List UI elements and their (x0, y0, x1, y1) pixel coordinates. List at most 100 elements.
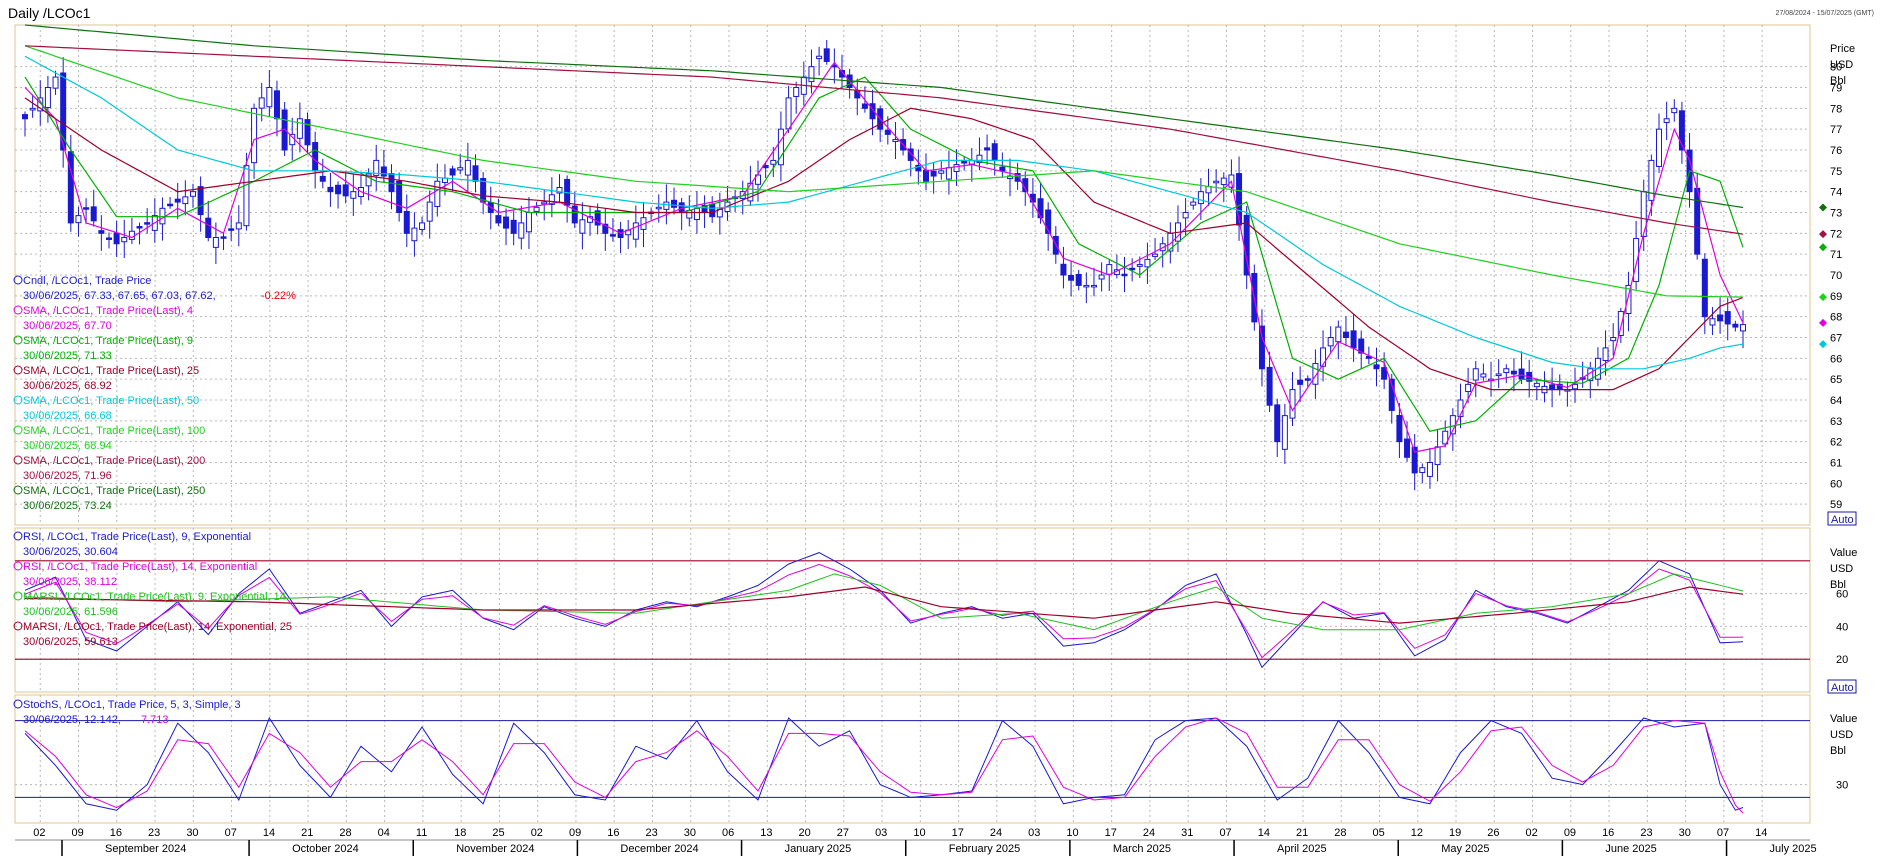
candle (98, 230, 105, 234)
candle (816, 55, 823, 60)
day-tick-label: 16 (110, 827, 122, 839)
day-tick-label: 07 (225, 827, 237, 839)
candle (174, 198, 181, 203)
candle (999, 166, 1006, 172)
candle (457, 167, 464, 171)
day-tick-label: 03 (1028, 827, 1040, 839)
legend-name: MARSI, /LCOc1, Trade Price(Last), 9, Exp… (23, 591, 286, 603)
candle (548, 194, 555, 205)
candle (907, 148, 914, 161)
value-marker (1819, 203, 1827, 212)
legend-name: Cndl, /LCOc1, Trade Price (23, 275, 151, 287)
legend-icon (13, 531, 23, 541)
candle (1419, 467, 1426, 473)
candle (251, 107, 258, 164)
month-label: March 2025 (1113, 843, 1171, 855)
right-axis[interactable]: 59 60 61 62 63 64 65 66 67 68 69 70 71 72 73 74 75 76 77 78… (1819, 43, 1857, 792)
candle (472, 165, 479, 182)
price-tick-label: 71 (1830, 249, 1842, 261)
candle (1144, 258, 1151, 268)
day-tick-label: 10 (1066, 827, 1078, 839)
sma-50-line (24, 55, 1744, 370)
candle (1740, 324, 1746, 332)
candle (1732, 323, 1739, 328)
candle (52, 76, 59, 89)
day-tick-label: 30 (186, 827, 198, 839)
candle (556, 187, 563, 194)
value-marker (1819, 230, 1827, 239)
candle (915, 164, 922, 172)
candle (1197, 191, 1204, 205)
price-tick-label: 67 (1830, 333, 1842, 345)
marsi-9-line (24, 573, 1744, 631)
legend-icon (13, 699, 23, 709)
legend-name: RSI, /LCOc1, Trade Price(Last), 9, Expon… (23, 531, 251, 543)
legend-value-2: 7.713 (141, 714, 169, 726)
candle (609, 234, 616, 237)
candle (1068, 274, 1075, 281)
legend-name: SMA, /LCOc1, Trade Price(Last), 200 (23, 455, 205, 467)
candle (1724, 311, 1731, 325)
candle (632, 222, 639, 240)
candle (1060, 263, 1067, 276)
candle (594, 210, 601, 226)
candle (984, 147, 991, 151)
date-range: 27/08/2024 - 15/07/2025 (GMT) (1775, 10, 1874, 17)
time-axis[interactable]: 02 09 16 23 30 07 14 21 28 04 11 18 25 02 09 16 23 30 06 13… (15, 827, 1817, 856)
candle (1442, 430, 1449, 445)
candle (1037, 198, 1044, 219)
legend-value: 30/06/2025, 67.70 (23, 320, 112, 332)
value-marker (1819, 293, 1827, 302)
candle (243, 165, 250, 227)
candle (1694, 187, 1701, 255)
stoch-axis-header: USD (1830, 729, 1853, 741)
day-tick-label: 02 (1526, 827, 1538, 839)
candle (75, 215, 82, 224)
price-auto-button[interactable] (1827, 511, 1857, 526)
candle (1098, 274, 1105, 280)
candle (1266, 366, 1273, 406)
legend-icon (13, 561, 23, 571)
candle (869, 103, 876, 120)
stoch-panel[interactable] (15, 716, 1810, 814)
candle (1404, 438, 1411, 458)
day-tick-label: 05 (1372, 827, 1384, 839)
day-tick-label: 20 (799, 827, 811, 839)
candle (1633, 238, 1640, 282)
candle (220, 236, 227, 239)
candle (1678, 110, 1685, 151)
candle (1503, 368, 1510, 374)
candle (1709, 318, 1716, 326)
candle (1411, 446, 1418, 474)
candle (1152, 253, 1159, 257)
legend-icon (13, 305, 23, 315)
candle (1434, 446, 1441, 466)
candle (1106, 264, 1113, 275)
candle (1625, 284, 1632, 314)
legend-name: SMA, /LCOc1, Trade Price(Last), 100 (23, 425, 205, 437)
candle (373, 159, 380, 176)
sma-200-line (24, 45, 1744, 235)
candle (808, 66, 815, 83)
candle (1190, 201, 1197, 206)
candle (335, 184, 342, 195)
candle (235, 222, 242, 230)
rsi-auto-button[interactable] (1827, 679, 1857, 694)
candle (1648, 159, 1655, 201)
candle (1258, 325, 1265, 370)
day-tick-label: 31 (1181, 827, 1193, 839)
legend-name: RSI, /LCOc1, Trade Price(Last), 14, Expo… (23, 561, 257, 573)
legend-value: 30/06/2025, 68.94 (23, 440, 112, 452)
month-label: June 2025 (1605, 843, 1656, 855)
price-panel[interactable] (22, 24, 1746, 491)
value-marker (1819, 318, 1827, 327)
candle (655, 206, 662, 210)
candle (1533, 382, 1540, 388)
candle (434, 180, 441, 207)
rsi-tick-label: 40 (1836, 621, 1848, 633)
candle (113, 232, 120, 245)
candle (449, 168, 456, 176)
rsi-panel[interactable] (15, 552, 1810, 669)
day-tick-label: 27 (837, 827, 849, 839)
